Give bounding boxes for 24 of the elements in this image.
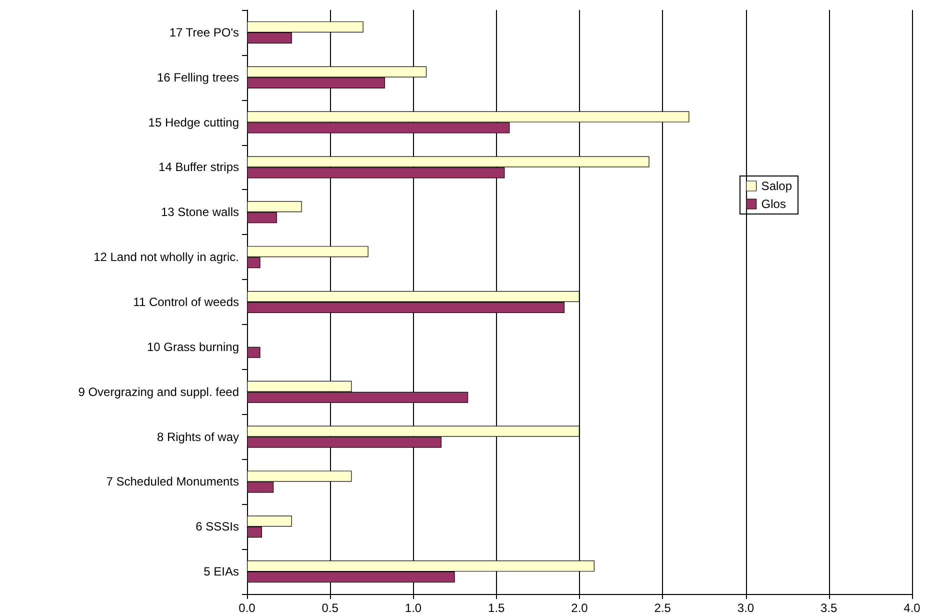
y-tick-label: 12 Land not wholly in agric. <box>94 250 239 264</box>
y-tick-label: 9 Overgrazing and suppl. feed <box>78 384 239 399</box>
y-tick-label: 10 Grass burning <box>146 340 239 354</box>
y-tick-label: 7 Scheduled Monuments <box>106 474 239 489</box>
y-tick-label: 14 Buffer strips <box>158 160 239 174</box>
legend-label: Glos <box>761 197 786 211</box>
x-tick-label: 4.0 <box>904 601 921 614</box>
x-tick-label: 2.0 <box>571 601 588 614</box>
y-tick-label: 17 Tree PO's <box>169 25 239 40</box>
y-tick-label: 16 Felling trees <box>156 70 239 84</box>
x-tick-label: 0.0 <box>238 601 256 614</box>
y-tick-label: 6 SSSIs <box>196 520 239 534</box>
x-tick-label: 1.5 <box>488 601 506 614</box>
x-tick-label: 1.0 <box>404 601 422 614</box>
y-tick-label: 8 Rights of way <box>156 430 239 444</box>
legend-label: Salop <box>761 179 792 193</box>
y-tick-label: 11 Control of weeds <box>133 295 239 309</box>
x-tick-label: 3.5 <box>820 601 838 614</box>
x-tick-label: 0.5 <box>322 601 339 614</box>
x-tick-label: 2.5 <box>654 601 672 614</box>
y-tick-label: 5 EIAs <box>204 564 239 579</box>
y-tick-label: 15 Hedge cutting <box>148 115 239 130</box>
x-tick-label: 3.0 <box>737 601 754 614</box>
y-tick-label: 13 Stone walls <box>160 205 239 220</box>
